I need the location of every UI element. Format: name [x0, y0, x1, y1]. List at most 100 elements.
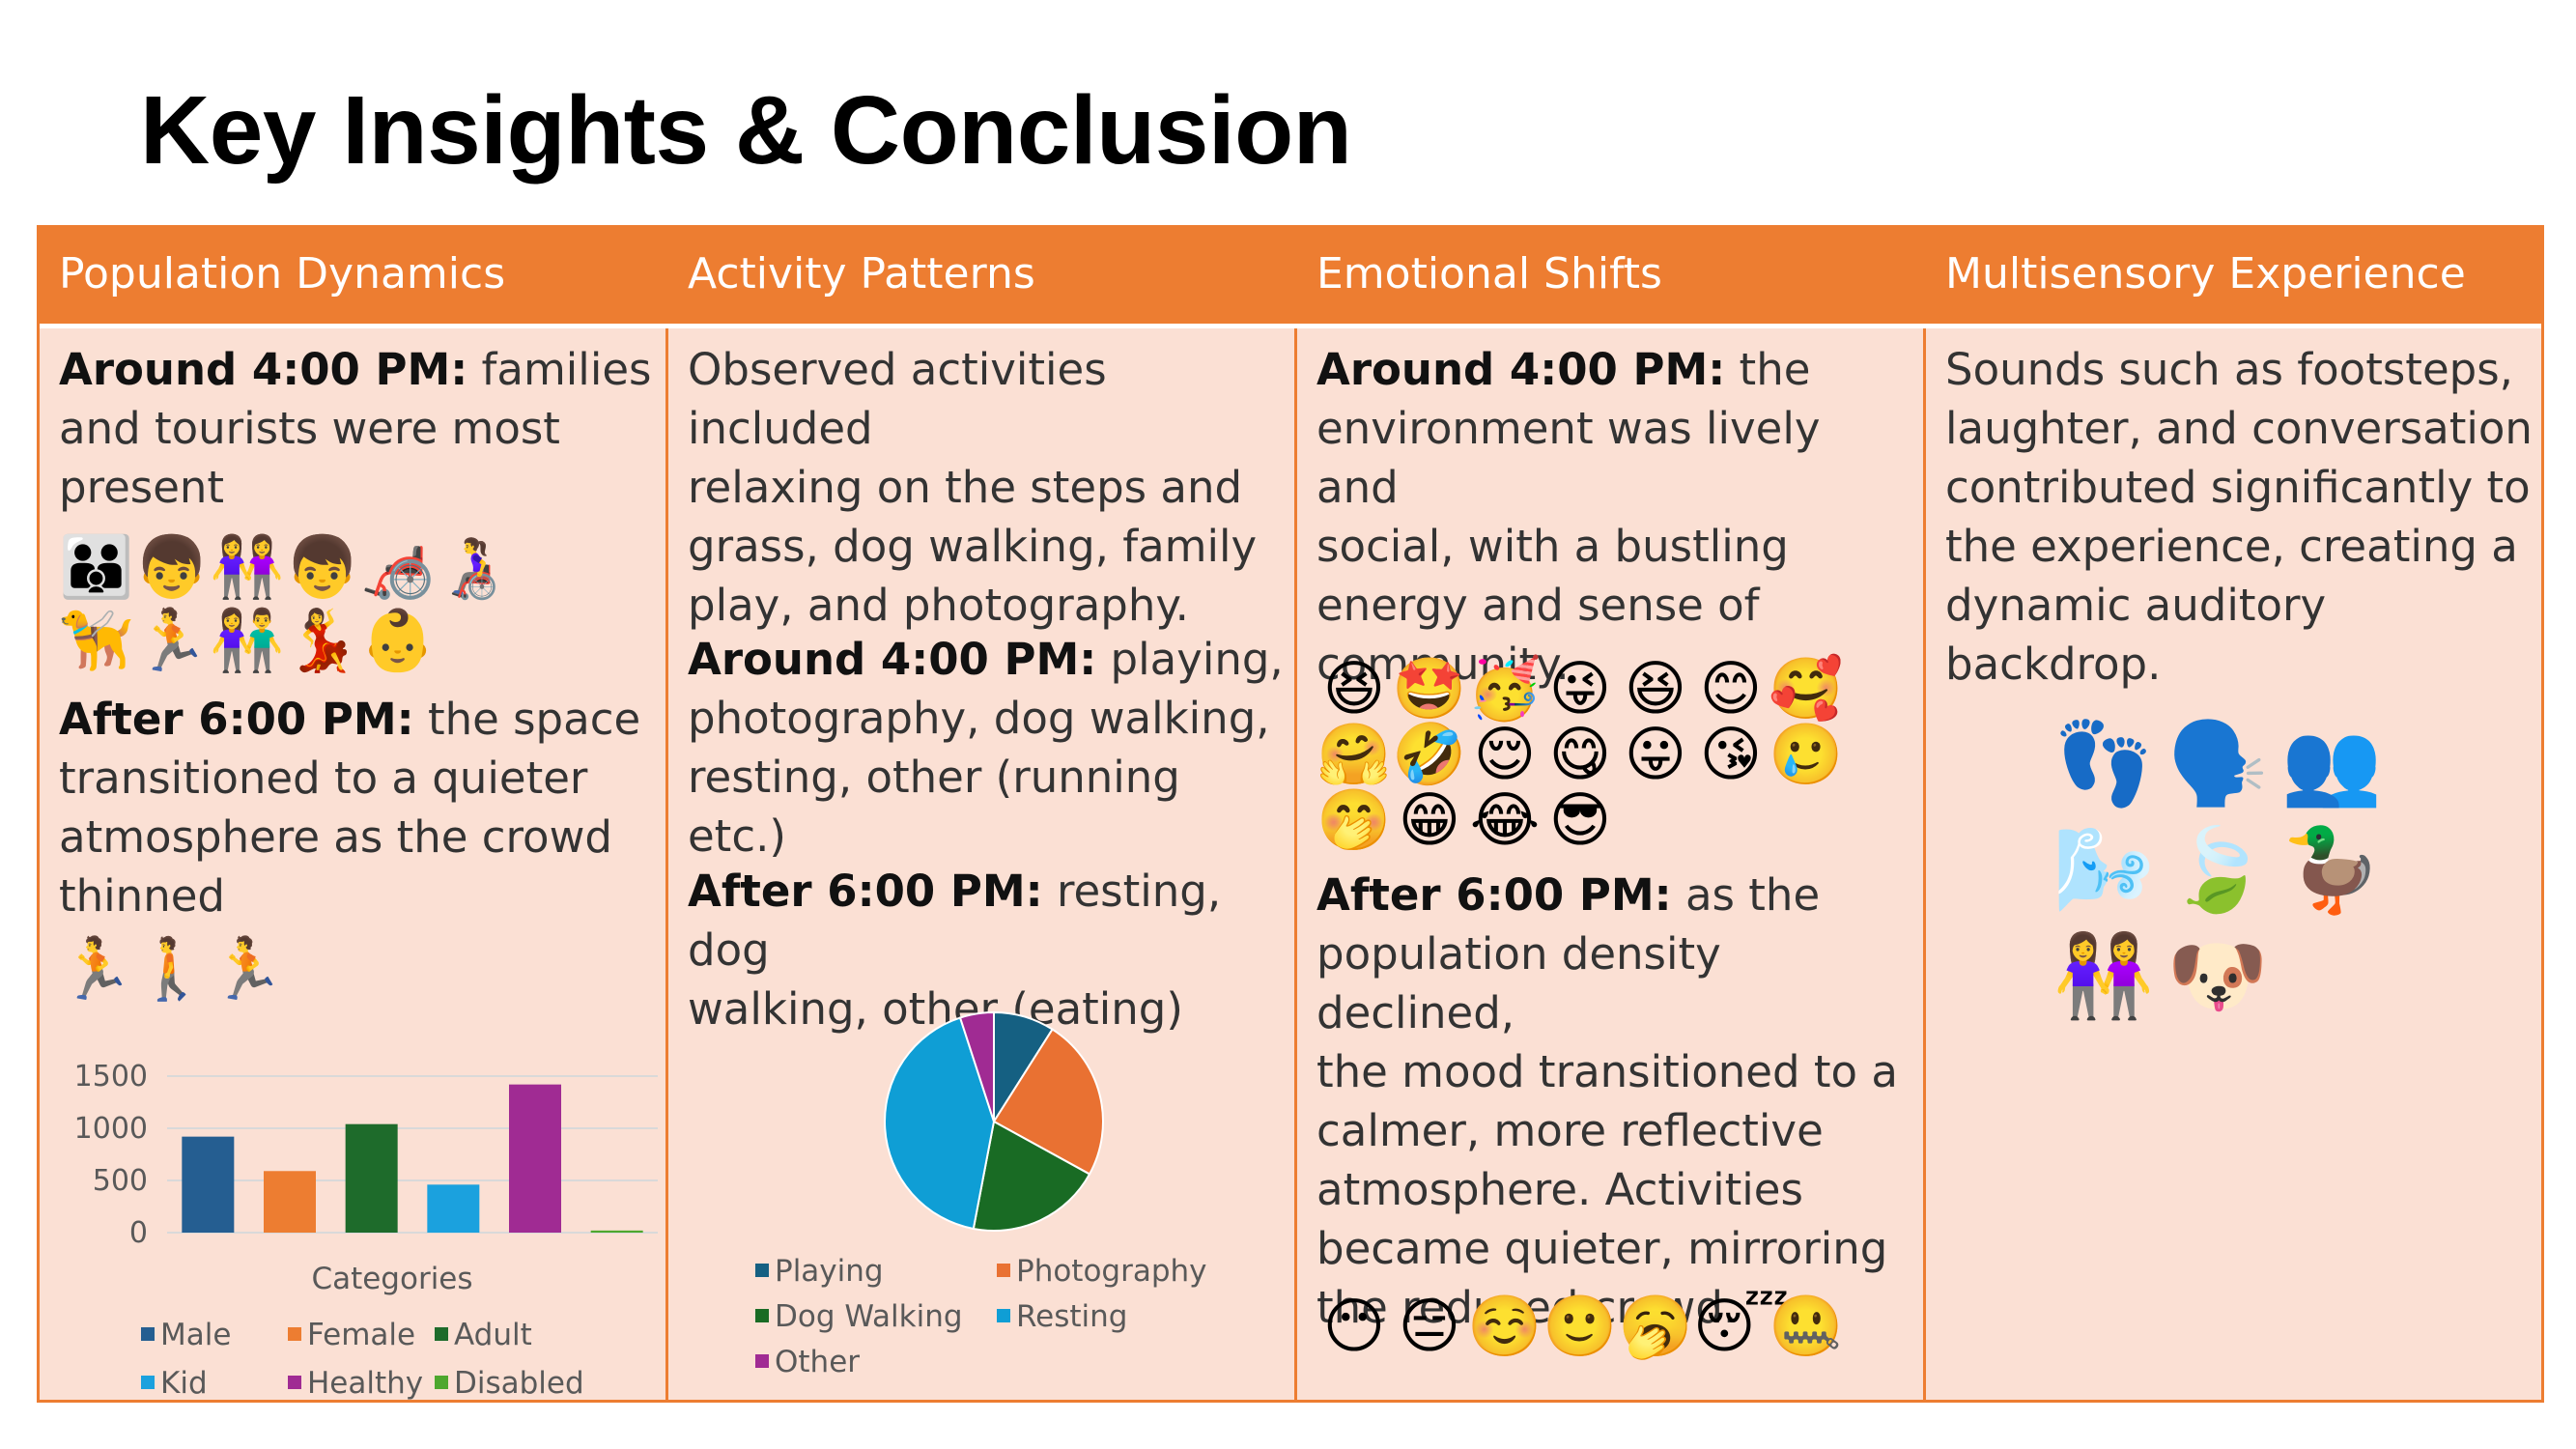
- legend-label: Female: [307, 1318, 416, 1352]
- smiling-face-icon: 😊: [1699, 653, 1763, 724]
- insights-table: Population Dynamics Activity Patterns Em…: [37, 225, 2544, 1403]
- legend-item: Other: [755, 1345, 860, 1379]
- partying-face-icon: 🥳: [1467, 653, 1543, 724]
- legend-swatch: [141, 1375, 155, 1389]
- emotion-emoji-row-4: 😶 😑 ☺️🙂🥱😴🤐: [1316, 1291, 1844, 1362]
- legend-label: Photography: [1016, 1254, 1207, 1289]
- column-divider: [1923, 328, 1926, 1400]
- legend-label: Disabled: [454, 1366, 584, 1401]
- population-paragraph-1: Around 4:00 PM: families and tourists we…: [59, 344, 652, 513]
- population-paragraph-2: After 6:00 PM: the space transitioned to…: [59, 694, 641, 922]
- population-bar-chart: 1500 1000 500 0 Categories Male Female Adult K…: [59, 1059, 658, 1401]
- bar-chart-legend: Male Female Adult Kid Healthy Disabled: [141, 1318, 663, 1401]
- pie-chart-legend: Playing Photography Dog Walking Resting Othe…: [755, 1254, 1277, 1389]
- activity-paragraph-3: After 6:00 PM: resting, dog walking, oth…: [688, 866, 1222, 1035]
- legend-swatch: [997, 1308, 1010, 1322]
- pie-slice-photography: [992, 1028, 1104, 1176]
- activity-paragraph-1: Observed activities included relaxing on…: [688, 344, 1258, 631]
- pie-chart-svg: [884, 1010, 1104, 1232]
- bar-male: [182, 1136, 235, 1233]
- dancer-icon: 💃: [285, 605, 360, 675]
- multisensory-paragraph: Sounds such as footsteps, laughter, and …: [1945, 344, 2533, 690]
- legend-item: Female: [288, 1318, 415, 1352]
- family-icon: 👪: [59, 531, 134, 602]
- activity-pie-chart: Playing Photography Dog Walking Resting Othe…: [688, 1001, 1287, 1397]
- legend-label: Resting: [1016, 1299, 1128, 1334]
- legend-item: Healthy: [288, 1366, 423, 1401]
- header-activity-patterns: Activity Patterns: [688, 249, 1035, 298]
- relieved-face-icon: 😌: [1473, 719, 1537, 789]
- walker-icon: 🚶: [134, 933, 210, 1004]
- blushing-face-icon: ☺️: [1467, 1291, 1543, 1361]
- pie-slice-resting: [884, 1016, 996, 1231]
- laughing-face-icon: 😆: [1624, 653, 1687, 724]
- sound-emoji-row-2: 🌬️ 🍃 🦆: [2047, 817, 2389, 922]
- legend-item: Adult: [435, 1318, 532, 1352]
- legend-label: Playing: [775, 1254, 884, 1289]
- legend-swatch: [435, 1326, 448, 1341]
- legend-swatch: [288, 1326, 301, 1341]
- grinning-face-icon: 😁: [1398, 784, 1461, 855]
- sound-emoji-row-1: 👣 🗣️ 👥: [2047, 711, 2389, 815]
- sleeping-face-icon: 😴: [1693, 1291, 1790, 1361]
- table-header-row: Population Dynamics Activity Patterns Em…: [40, 228, 2541, 328]
- legend-label: Dog Walking: [775, 1299, 963, 1334]
- duck-icon: 🦆: [2280, 822, 2383, 917]
- legend-label: Healthy: [307, 1366, 424, 1401]
- header-population-dynamics: Population Dynamics: [59, 249, 506, 298]
- bar-female: [264, 1171, 316, 1233]
- yum-face-icon: 😋: [1548, 719, 1612, 789]
- population-emoji-row-2: 🦮🏃👫💃👶: [59, 605, 436, 676]
- legend-item: Dog Walking: [755, 1299, 963, 1334]
- legend-swatch: [755, 1308, 769, 1322]
- legend-label: Adult: [454, 1318, 532, 1352]
- wind-face-icon: 🌬️: [2052, 822, 2155, 917]
- legend-label: Male: [160, 1318, 232, 1352]
- column-divider: [665, 328, 668, 1400]
- legend-swatch: [435, 1375, 448, 1389]
- boy-icon: 👦: [285, 531, 360, 602]
- column-divider: [1294, 328, 1297, 1400]
- population-emoji-row-1: 👪👦👭👦🦽👩‍🦽: [59, 531, 511, 603]
- emotion-paragraph-2: After 6:00 PM: as the population density…: [1316, 869, 1898, 1333]
- people-silhouette-icon: 👥: [2280, 716, 2383, 810]
- runner-icon: 🏃: [210, 933, 285, 1004]
- slightly-smiling-icon: 🙂: [1543, 1291, 1618, 1361]
- activity-paragraph-2: Around 4:00 PM: playing, photography, do…: [688, 634, 1284, 862]
- legend-item: Resting: [997, 1299, 1127, 1334]
- legend-item: Male: [141, 1318, 231, 1352]
- speaking-head-icon: 🗣️: [2166, 716, 2269, 810]
- tears-of-joy-icon: 😂: [1469, 784, 1541, 855]
- bar-kid: [427, 1184, 480, 1233]
- tongue-face-icon: 😛: [1624, 719, 1687, 789]
- bar-healthy: [509, 1084, 561, 1233]
- runner-icon: 🏃: [134, 605, 210, 675]
- legend-item: Photography: [997, 1254, 1207, 1289]
- zipper-mouth-icon: 🤐: [1769, 1291, 1844, 1361]
- star-struck-icon: 🤩: [1392, 653, 1467, 724]
- header-multisensory-experience: Multisensory Experience: [1945, 249, 2466, 298]
- legend-item: Kid: [141, 1366, 208, 1401]
- emotion-paragraph-1: Around 4:00 PM: the environment was live…: [1316, 344, 1821, 690]
- legend-swatch: [997, 1263, 1010, 1277]
- bar-disabled: [590, 1230, 643, 1233]
- two-women-icon: 👭: [210, 531, 285, 602]
- person-in-wheelchair-icon: 👩‍🦽: [436, 531, 511, 602]
- yawning-face-icon: 🥱: [1618, 1291, 1693, 1361]
- bar-chart-xlabel: Categories: [311, 1262, 473, 1296]
- bar-chart-svg: 1500 1000 500 0: [74, 1060, 658, 1250]
- no-mouth-face-icon: 😶: [1322, 1291, 1386, 1361]
- laughing-face-icon: 😆: [1322, 653, 1386, 724]
- legend-swatch: [288, 1375, 301, 1389]
- legend-item: Playing: [755, 1254, 884, 1289]
- leaf-wind-icon: 🍃: [2166, 822, 2269, 917]
- legend-label: Kid: [160, 1366, 208, 1401]
- dog-face-icon: 🐶: [2166, 928, 2269, 1023]
- pie-slice-dog-walking: [972, 1120, 1091, 1232]
- population-emoji-row-3: 🏃🚶🏃: [59, 933, 285, 1005]
- header-emotional-shifts: Emotional Shifts: [1316, 249, 1662, 298]
- bar-adult: [345, 1123, 398, 1233]
- hugging-face-icon: 🤗: [1316, 719, 1392, 789]
- y-tick-label: 1500: [74, 1060, 148, 1094]
- y-tick-label: 0: [129, 1216, 148, 1250]
